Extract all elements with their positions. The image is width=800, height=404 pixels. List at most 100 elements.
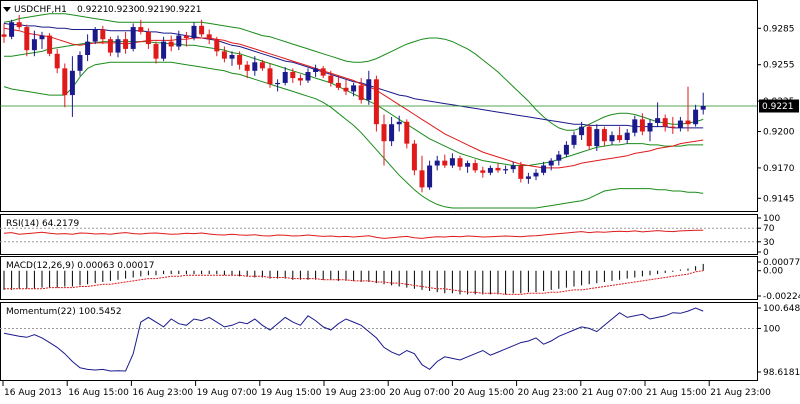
candle-body [108, 39, 113, 52]
candle-body [9, 22, 14, 37]
price-tick-label: 0.9285 [763, 24, 795, 34]
candle-body [214, 39, 219, 51]
rsi-tick-label: 30 [763, 238, 775, 248]
candle-body [138, 27, 143, 32]
candle-body [70, 71, 75, 95]
candle-body [131, 27, 136, 49]
candle-body [686, 121, 691, 125]
candle-body [701, 106, 706, 110]
candle-body [648, 123, 653, 132]
candle-body [93, 30, 98, 42]
candle-body [192, 26, 197, 38]
candle-body [511, 166, 516, 170]
candle-body [313, 68, 318, 72]
candle-body [123, 39, 128, 49]
price-tick-label: 0.9170 [763, 164, 795, 174]
momentum-pane: Momentum(22) 100.5452 100.648510098.6181 [0, 303, 800, 381]
time-tick-label: 21 Aug 15:00 [646, 388, 707, 398]
candle-body [24, 27, 29, 50]
candle-body [85, 42, 90, 55]
time-tick-label: 19 Aug 23:00 [325, 388, 386, 398]
macd-tick-label: -0.00224 [763, 292, 800, 302]
current-price-box: 0.9221 [759, 100, 799, 113]
price-pane: USDCHF,H1 0.9221 0.9230 0.9219 0.9221 0.… [0, 1, 799, 212]
candle-body [389, 124, 394, 141]
price-tick-label: 0.9145 [763, 194, 795, 204]
candle-body [450, 158, 455, 165]
candle-body [458, 158, 463, 167]
candle-body [549, 161, 554, 166]
candle-body [161, 42, 166, 59]
candle-body [275, 83, 280, 84]
candle-body [146, 32, 151, 44]
candle-body [526, 176, 531, 178]
macd-header: MACD(12,26,9) 0.00063 0.00017 [6, 261, 155, 271]
candle-body [359, 85, 364, 100]
price-header-low: 0.9219 [139, 5, 171, 15]
candle-body [625, 133, 630, 140]
time-tick-label: 16 Aug 23:00 [132, 388, 193, 398]
time-tick-label: 21 Aug 07:00 [582, 388, 643, 398]
candle-body [374, 79, 379, 124]
candle-body [32, 39, 37, 50]
candle-body [351, 85, 356, 91]
candle-body [572, 135, 577, 145]
momentum-tick-label: 100 [763, 324, 780, 334]
time-tick-label: 16 Aug 15:00 [68, 388, 129, 398]
rsi-y-axis: 70 300 100 [757, 214, 780, 258]
rsi-tick-label: 0 [763, 248, 769, 258]
price-tick-label: 0.9200 [763, 128, 795, 138]
candle-body [336, 83, 341, 88]
current-price-label: 0.9221 [762, 102, 794, 112]
candle-body [245, 65, 250, 71]
candle-body [556, 155, 561, 161]
candle-body [154, 44, 159, 59]
candle-body [260, 62, 265, 68]
price-header-close: 0.9221 [170, 5, 202, 15]
candle-body [420, 170, 425, 187]
candle-body [176, 36, 181, 47]
candle-body [252, 62, 257, 71]
candle-body [321, 68, 326, 75]
candle-body [268, 68, 273, 84]
candle-body [17, 22, 22, 27]
candle-body [78, 55, 83, 71]
time-tick-label: 16 Aug 2013 [4, 388, 62, 398]
candle-body [169, 42, 174, 47]
candle-body [610, 135, 615, 141]
candle-body [328, 76, 333, 83]
momentum-tick-label: 98.6181 [763, 368, 800, 378]
rsi-pane-frame [1, 215, 758, 255]
rsi-header: RSI(14) 64.2179 [6, 219, 79, 229]
candle-body [496, 168, 501, 170]
candle-body [435, 161, 440, 166]
candle-body [62, 68, 67, 95]
candle-body [298, 78, 303, 80]
candle-body [541, 166, 546, 173]
candle-body [283, 72, 288, 83]
candle-body [397, 122, 402, 124]
candle-body [207, 34, 212, 39]
candle-body [2, 34, 7, 36]
candle-body [404, 122, 409, 144]
candle-body [306, 72, 311, 81]
candle-body [518, 166, 523, 179]
candle-body [693, 110, 698, 125]
macd-tick-label: 0.00 [763, 267, 783, 277]
candle-body [412, 144, 417, 171]
rsi-tick-label: 70 [763, 224, 775, 234]
time-tick-label: 20 Aug 23:00 [518, 388, 579, 398]
rsi-tick-label: 100 [763, 214, 780, 224]
candle-body [237, 55, 242, 65]
candle-body [199, 26, 204, 35]
price-tick-label: 0.9255 [763, 61, 795, 71]
candle-body [602, 129, 607, 141]
candle-body [290, 72, 295, 78]
candle-body [473, 163, 478, 170]
candle-body [632, 119, 637, 132]
candle-body [100, 30, 105, 40]
